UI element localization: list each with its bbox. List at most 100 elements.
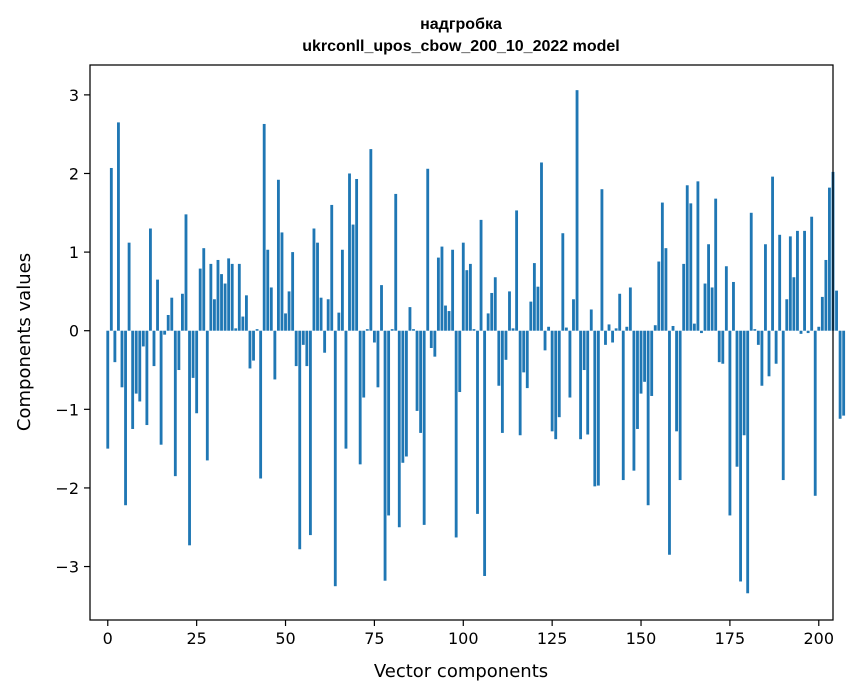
bar-121	[536, 286, 540, 331]
bar-4	[120, 330, 124, 388]
bar-104	[476, 330, 479, 514]
bar-174	[724, 266, 728, 331]
bar-127	[557, 330, 561, 418]
bar-179	[742, 330, 746, 436]
bar-187	[771, 176, 774, 331]
bar-79	[387, 330, 391, 516]
bar-181	[749, 212, 753, 331]
bar-122	[540, 162, 543, 331]
bar-152	[646, 330, 650, 506]
bar-93	[436, 257, 440, 331]
bar-202	[824, 259, 828, 331]
bar-41	[252, 330, 255, 361]
bar-129	[564, 327, 568, 331]
bar-46	[269, 287, 273, 331]
bar-45	[266, 249, 270, 331]
bar-166	[696, 181, 700, 331]
bar-170	[710, 287, 714, 331]
bar-65	[337, 312, 341, 331]
bar-185	[764, 244, 767, 331]
bar-95	[444, 305, 447, 331]
bar-186	[767, 330, 771, 377]
bar-38	[241, 316, 245, 331]
bar-205	[835, 290, 838, 331]
bar-112	[504, 330, 508, 360]
bar-1	[109, 167, 113, 331]
bar-3	[117, 122, 120, 331]
y-tick-label: 3	[69, 86, 79, 105]
bar-183	[756, 330, 760, 345]
bar-195	[799, 330, 803, 334]
bar-191	[785, 299, 789, 331]
bar-110	[497, 330, 501, 386]
y-tick-label: 2	[69, 164, 79, 183]
bar-78	[383, 330, 387, 581]
bar-105	[479, 219, 483, 331]
y-tick-label: 0	[69, 322, 79, 341]
bar-63	[330, 204, 334, 331]
y-tick-label: −3	[55, 558, 79, 577]
bar-61	[323, 330, 327, 353]
bar-18	[170, 297, 174, 331]
bar-172	[717, 330, 721, 363]
bar-140	[604, 330, 607, 345]
bar-144	[618, 293, 622, 331]
x-axis-label: Vector components	[374, 661, 548, 682]
bar-77	[380, 285, 383, 331]
bar-99	[458, 330, 462, 393]
bar-203	[828, 187, 831, 331]
bars-group	[106, 90, 846, 594]
bar-116	[518, 330, 522, 436]
bar-138	[596, 330, 600, 486]
bar-98	[454, 330, 458, 538]
bar-17	[166, 314, 170, 331]
bar-143	[614, 328, 618, 331]
y-tick-label: −2	[55, 479, 79, 498]
bar-15	[159, 330, 163, 445]
bar-21	[181, 293, 184, 331]
bar-67	[344, 330, 348, 449]
plot-area-frame	[89, 64, 834, 621]
bar-50	[284, 313, 287, 331]
bar-164	[689, 203, 693, 331]
x-tick-label: 200	[804, 629, 835, 648]
bar-206	[838, 330, 842, 419]
bar-188	[774, 330, 778, 364]
bar-51	[287, 291, 291, 331]
bar-29	[209, 263, 213, 331]
bar-103	[472, 329, 476, 331]
bar-106	[483, 330, 487, 576]
bar-6	[127, 242, 131, 331]
bar-73	[365, 329, 369, 331]
bar-39	[245, 295, 248, 331]
bar-10	[141, 330, 145, 347]
bar-71	[358, 330, 362, 465]
bar-118	[525, 330, 529, 389]
bar-81	[394, 193, 398, 331]
bar-60	[319, 297, 323, 331]
bar-68	[348, 173, 351, 331]
bar-125	[550, 330, 554, 432]
bar-150	[639, 330, 643, 394]
bar-80	[390, 329, 394, 331]
bar-14	[156, 279, 159, 331]
bar-62	[326, 299, 330, 331]
bar-72	[362, 330, 366, 398]
bar-197	[806, 330, 810, 334]
bar-40	[248, 330, 252, 369]
bar-48	[276, 179, 280, 331]
bar-124	[547, 326, 551, 331]
bar-200	[817, 326, 821, 331]
bar-5	[124, 330, 127, 506]
bar-82	[397, 330, 401, 528]
bar-76	[376, 330, 380, 388]
bar-136	[589, 309, 593, 331]
bar-2	[113, 330, 117, 363]
bar-69	[351, 224, 355, 331]
bar-101	[465, 270, 469, 331]
bar-162	[682, 263, 686, 331]
bar-22	[184, 214, 188, 331]
bar-30	[213, 299, 216, 331]
bar-109	[493, 277, 497, 331]
bar-114	[511, 328, 515, 331]
